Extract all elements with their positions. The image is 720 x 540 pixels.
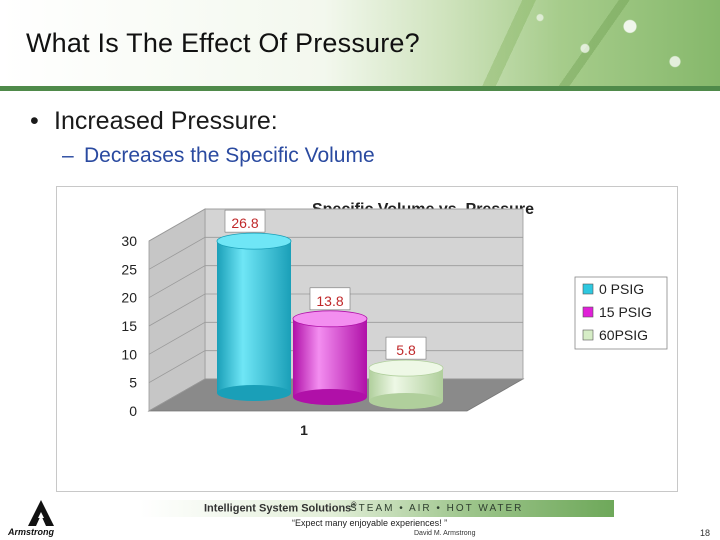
legend-label-3: 60PSIG	[599, 327, 648, 343]
bullet-level-1: • Increased Pressure:	[30, 107, 278, 136]
gridline	[148, 321, 523, 355]
page-number: 18	[700, 528, 711, 538]
legend-swatch-1	[582, 283, 594, 295]
bullet-dot-icon: •	[30, 107, 39, 135]
y-tick-label: 5	[129, 375, 137, 391]
y-tick-label: 20	[121, 290, 137, 306]
chart-container: Specific Volume vs. Pressure(cu. ft / lb…	[56, 186, 678, 492]
bar-chart: Specific Volume vs. Pressure(cu. ft / lb…	[121, 201, 668, 438]
data-label-3: 5.8	[396, 342, 416, 358]
footer-brand: Intelligent System Solutions®	[204, 502, 356, 515]
footer-band	[140, 500, 614, 517]
data-label-box-3	[385, 336, 427, 360]
bar-2-base	[293, 389, 367, 405]
bar-1-base	[217, 385, 291, 401]
footer-author: David M. Armstrong	[414, 530, 476, 537]
x-tick-label: 1	[300, 422, 308, 438]
data-label-1: 26.8	[231, 215, 258, 231]
bullet-level-2-text: Decreases the Specific Volume	[84, 144, 375, 167]
legend-swatch-2	[582, 306, 594, 318]
bar-1-top	[216, 232, 292, 250]
gridline	[148, 236, 523, 270]
slide-header	[0, 0, 720, 88]
bullet-level-2: – Decreases the Specific Volume	[62, 144, 375, 168]
data-label-box-2	[309, 287, 351, 311]
grass-dew-decoration	[420, 0, 720, 88]
data-label-2: 13.8	[316, 293, 343, 309]
bar-3-base	[369, 393, 443, 409]
y-tick-label: 25	[121, 261, 137, 277]
y-tick-label: 30	[121, 233, 137, 249]
slide-title: What Is The Effect Of Pressure?	[26, 28, 420, 58]
legend-label-2: 15 PSIG	[599, 304, 652, 320]
gridline	[148, 265, 523, 299]
registered-mark: ®	[351, 502, 357, 509]
bullet-level-1-text: Increased Pressure:	[54, 107, 278, 135]
bullet-dash-icon: –	[62, 144, 74, 167]
bar-2-body	[293, 318, 367, 397]
footer-brand-text: Intelligent System Solutions	[204, 502, 352, 515]
data-label-box-1	[224, 209, 266, 233]
y-tick-label: 15	[121, 318, 137, 334]
footer-services: STEAM • AIR • HOT WATER	[350, 503, 524, 514]
gridline	[148, 208, 523, 242]
legend-label-1: 0 PSIG	[599, 281, 644, 297]
logo-wordmark: Armstrong	[8, 527, 55, 537]
y-tick-label: 0	[129, 403, 137, 419]
gridline	[148, 293, 523, 327]
legend-swatch-3	[582, 329, 594, 341]
armstrong-logo-icon	[28, 500, 54, 526]
bar-3-top	[368, 359, 444, 377]
footer-quote: “Expect many enjoyable experiences! ”	[292, 518, 448, 528]
bar-2-top	[292, 310, 368, 328]
bar-1-body	[217, 241, 291, 393]
header-divider	[0, 86, 720, 91]
y-tick-label: 10	[121, 346, 137, 362]
